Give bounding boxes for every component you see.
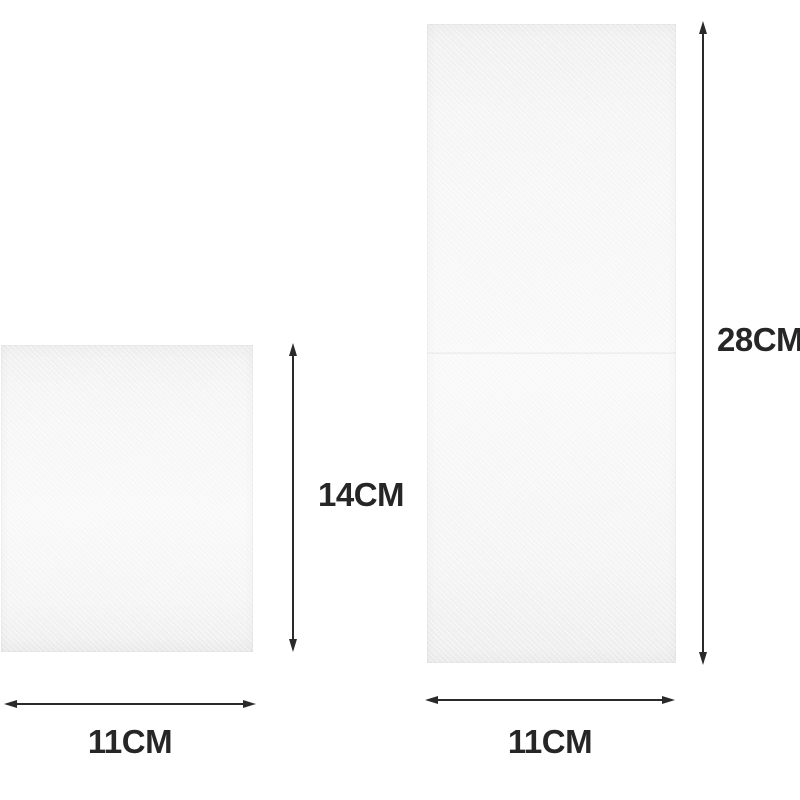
folded-width-dimension-arrow bbox=[4, 696, 256, 712]
unfolded-sheet bbox=[427, 24, 676, 663]
folded-width-dimension-label: 11CM bbox=[87, 723, 173, 761]
unfolded-width-dimension-label: 11CM bbox=[507, 723, 593, 761]
unfolded-height-dimension-arrow bbox=[695, 21, 711, 665]
folded-height-dimension-label: 14CM bbox=[318, 476, 405, 514]
folded-height-dimension-arrow bbox=[285, 343, 301, 652]
unfolded-width-dimension-arrow bbox=[425, 692, 675, 708]
folded-sheet bbox=[1, 345, 253, 652]
fold-crease-line bbox=[427, 351, 676, 355]
unfolded-height-dimension-label: 28CM bbox=[717, 321, 800, 359]
